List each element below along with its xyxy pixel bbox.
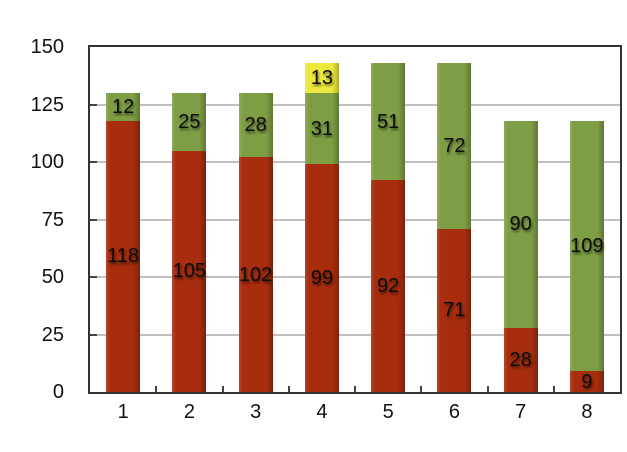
x-axis-category-label: 4 xyxy=(316,401,328,423)
y-axis-tick xyxy=(90,161,97,163)
bar-value-label: 72 xyxy=(443,134,466,157)
x-axis-tick xyxy=(552,386,555,392)
bar-segment-red-segment: 102 xyxy=(238,157,273,392)
x-axis-tick xyxy=(354,386,356,392)
gridline xyxy=(90,276,620,278)
x-axis-category-label: 8 xyxy=(581,401,593,423)
y-axis-tick xyxy=(90,276,97,278)
bar-value-label: 31 xyxy=(310,117,333,140)
x-axis-tick xyxy=(486,386,489,392)
x-axis-category-label: 5 xyxy=(382,401,394,423)
bar-value-label: 51 xyxy=(377,110,400,133)
bar-value-label: 105 xyxy=(172,260,207,283)
x-axis-tick xyxy=(221,386,224,392)
x-axis-category-label: 1 xyxy=(117,401,129,423)
bar-value-label: 102 xyxy=(238,263,273,286)
bar-value-label: 71 xyxy=(443,299,466,322)
bar-segment-green-segment: 12 xyxy=(106,93,141,121)
bar-value-label: 12 xyxy=(112,95,135,118)
bar-segment-green-segment: 72 xyxy=(437,63,472,229)
bar-segment-green-segment: 31 xyxy=(304,93,339,165)
gridline xyxy=(90,103,620,106)
x-axis-tick xyxy=(420,386,423,392)
bar-value-label: 9 xyxy=(581,370,593,393)
bar-value-label: 92 xyxy=(377,275,400,298)
bar-value-label: 99 xyxy=(310,267,333,290)
bar-value-label: 25 xyxy=(178,110,201,133)
gridline xyxy=(90,161,620,163)
y-axis-tick-label: 150 xyxy=(30,36,64,58)
bar-value-label: 13 xyxy=(310,67,333,90)
bar-value-label: 118 xyxy=(107,245,140,268)
y-axis-tick-label: 50 xyxy=(41,266,64,288)
y-axis-tick xyxy=(90,218,97,221)
y-axis-tick-label: 100 xyxy=(30,151,64,173)
bar-value-label: 90 xyxy=(509,213,532,236)
gridline xyxy=(90,333,620,336)
bar-segment-green-segment: 25 xyxy=(172,93,207,151)
y-axis-tick-label: 125 xyxy=(30,93,64,116)
y-axis-tick-label: 0 xyxy=(52,381,64,403)
bar-segment-red-segment: 99 xyxy=(304,164,339,392)
bar-segment-red-segment: 71 xyxy=(437,228,472,392)
bar-segment-red-segment: 9 xyxy=(569,370,604,393)
bar-segment-red-segment: 92 xyxy=(371,180,406,392)
bar-segment-yellow-segment: 13 xyxy=(304,63,339,93)
bar-segment-green-segment: 90 xyxy=(503,120,538,328)
gridline xyxy=(90,218,620,221)
bar-segment-green-segment: 28 xyxy=(238,93,273,158)
x-axis-category-label: 7 xyxy=(515,401,527,423)
x-axis-tick xyxy=(155,386,158,392)
x-axis-category-label: 6 xyxy=(448,401,460,423)
bar-value-label: 28 xyxy=(509,348,532,371)
bar-segment-red-segment: 118 xyxy=(106,120,141,392)
bar-segment-green-segment: 51 xyxy=(371,63,406,181)
bar-value-label: 109 xyxy=(570,234,604,257)
x-axis-tick xyxy=(287,386,290,392)
y-axis-tick-label: 75 xyxy=(41,208,64,231)
y-axis-tick-label: 25 xyxy=(41,323,64,346)
plot-area: 118 12 105 25 102 28 99 31 13 92 51 71 72 28 90 9 109 xyxy=(88,45,622,394)
bar-segment-red-segment: 105 xyxy=(172,150,207,392)
x-axis-category-label: 2 xyxy=(183,401,195,423)
bar-segment-red-segment: 28 xyxy=(503,327,538,392)
bar-value-label: 28 xyxy=(244,114,267,137)
bar-segment-green-segment: 109 xyxy=(569,120,604,372)
y-axis-tick xyxy=(90,103,97,106)
x-axis-category-label: 3 xyxy=(250,401,262,423)
y-axis-tick xyxy=(90,333,97,336)
